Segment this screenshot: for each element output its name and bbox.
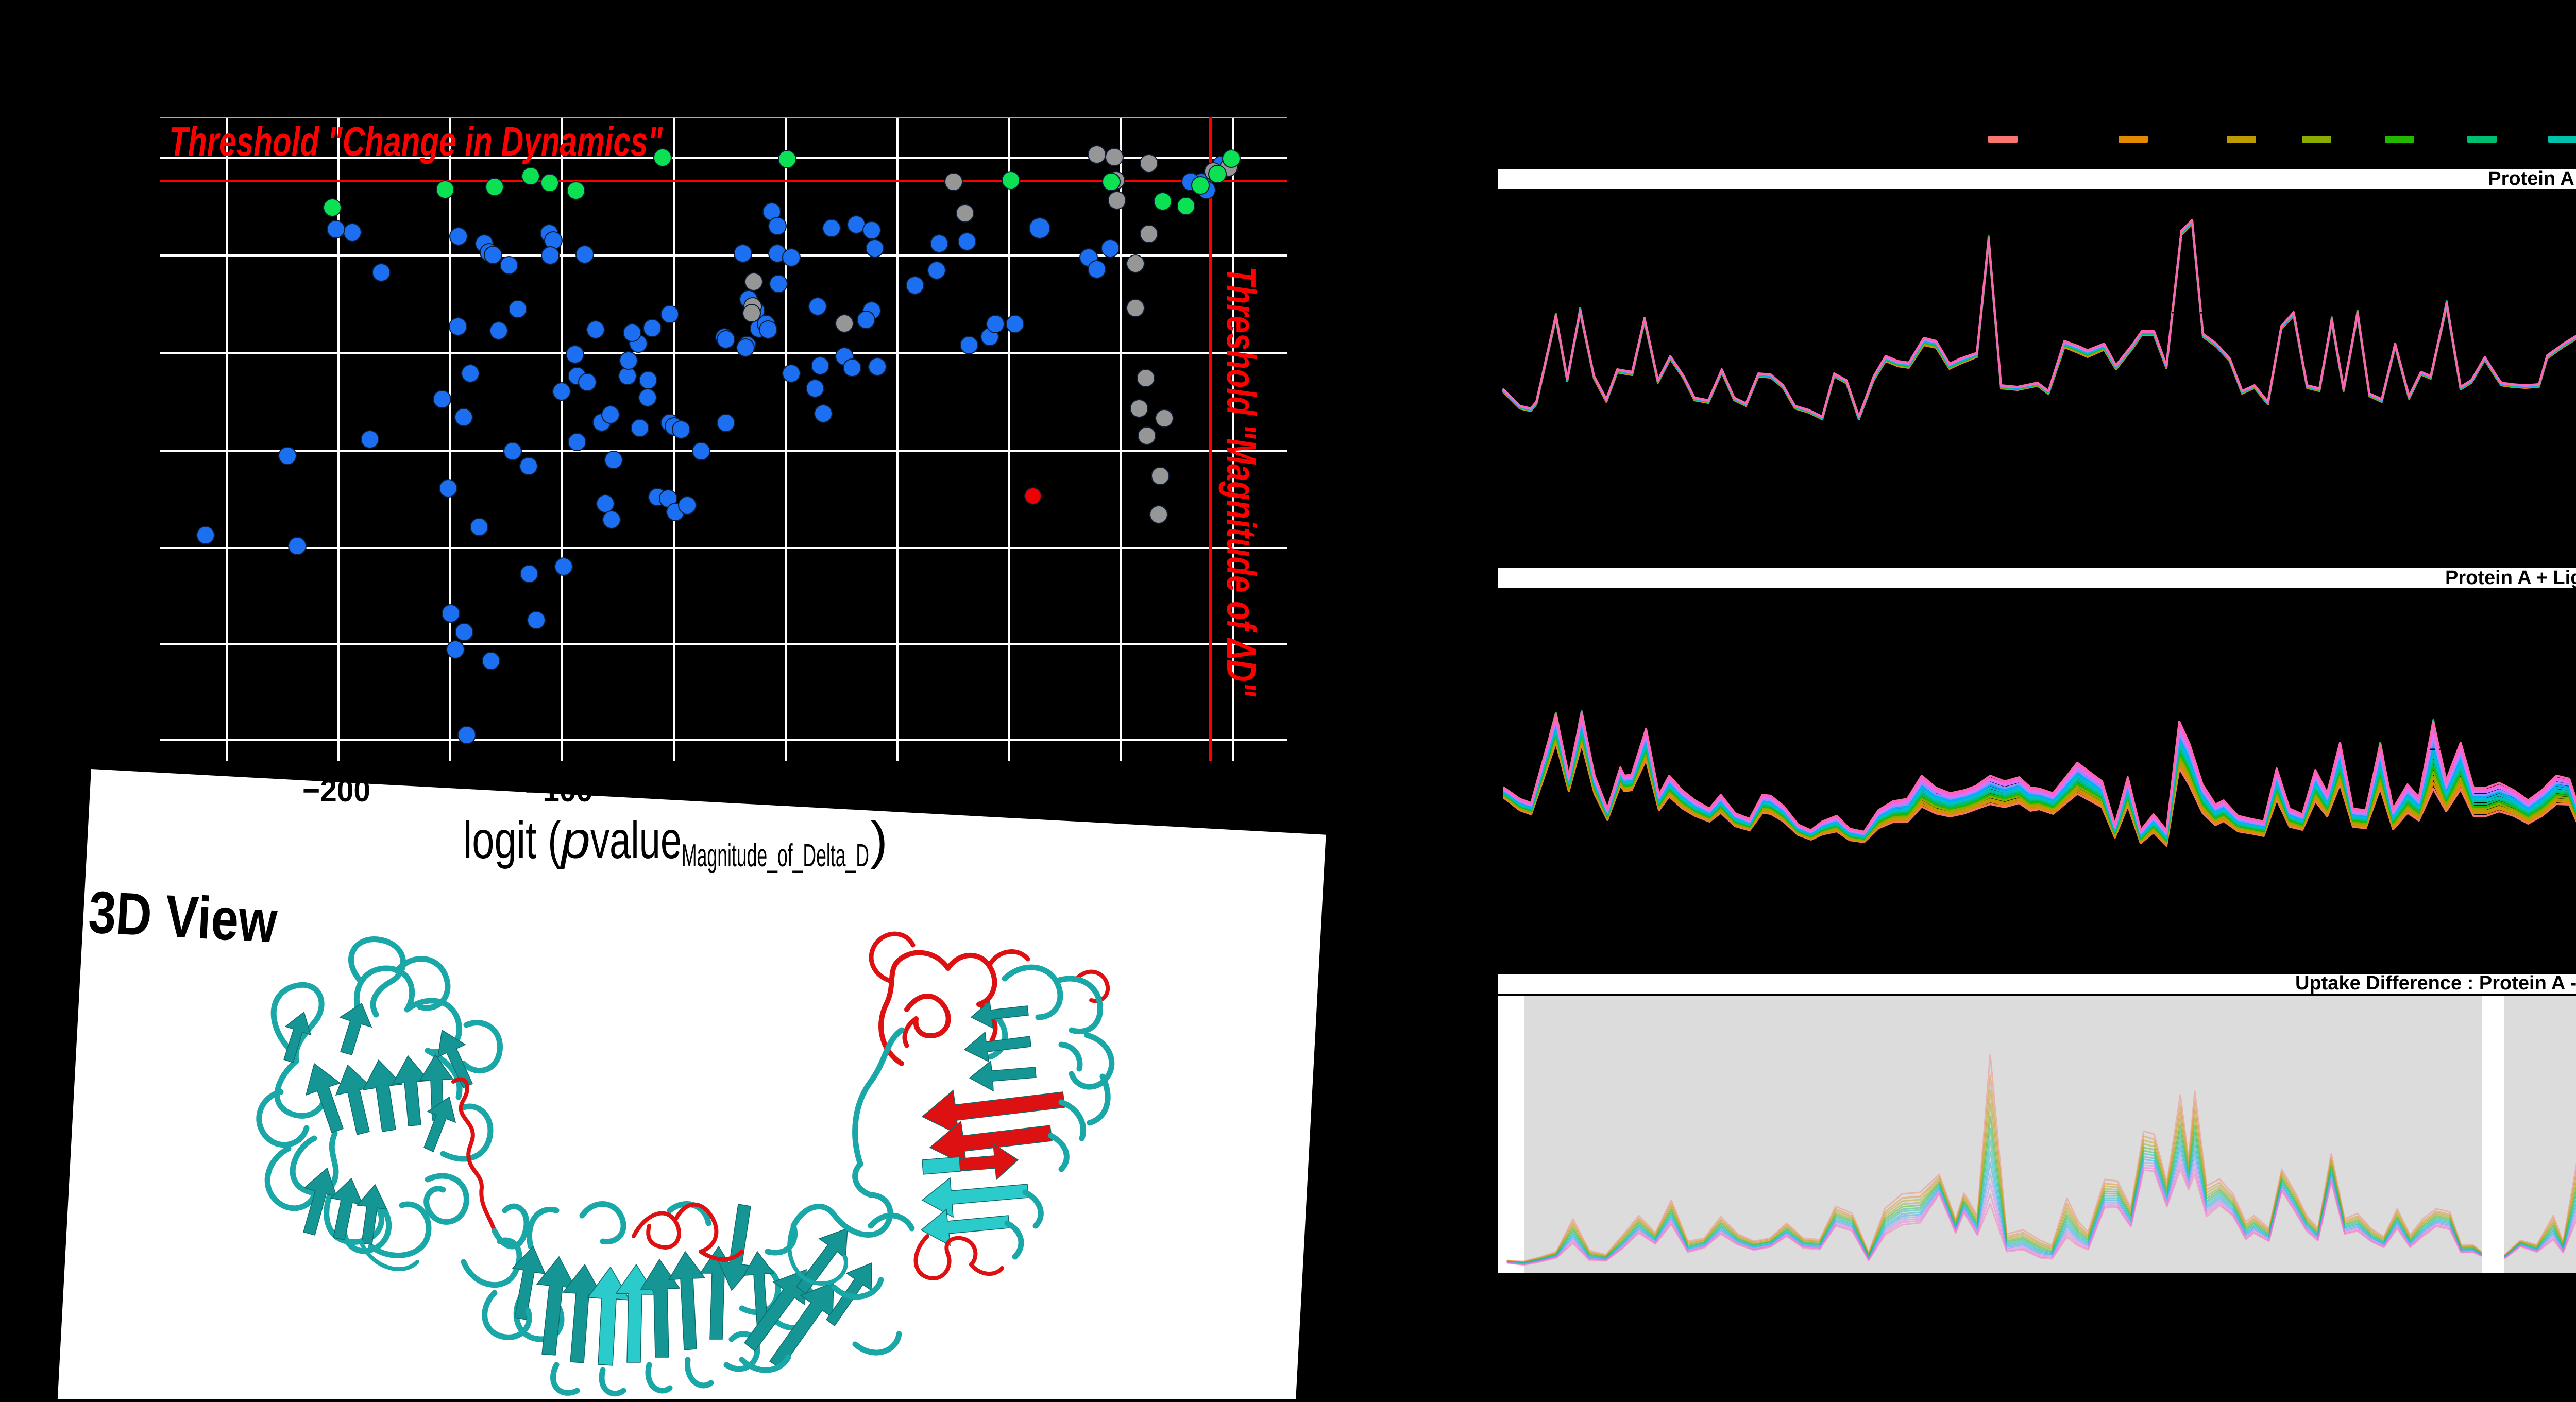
svg-text:Threshold "Magnitude of ΔD": Threshold "Magnitude of ΔD": [1218, 266, 1264, 697]
svg-text:Protein A: Protein A: [2488, 168, 2574, 190]
svg-text:−200: −200: [302, 773, 370, 809]
svg-text:Uptake Difference : Protein A: Uptake Difference : Protein A - (Protein…: [2295, 972, 2576, 994]
svg-text:−100: −100: [525, 773, 593, 809]
svg-text:): ): [870, 811, 888, 869]
svg-text:logit (: logit (: [463, 811, 561, 869]
svg-text:value: value: [590, 811, 682, 869]
svg-text:Magnitude_of_Delta_D: Magnitude_of_Delta_D: [682, 838, 869, 874]
svg-text:Threshold "Change in Dynamics": Threshold "Change in Dynamics": [169, 118, 663, 164]
svg-text:3D View: 3D View: [87, 878, 279, 955]
svg-text:p: p: [560, 811, 590, 869]
svg-text:Protein A + Ligand: Protein A + Ligand: [2445, 567, 2576, 589]
